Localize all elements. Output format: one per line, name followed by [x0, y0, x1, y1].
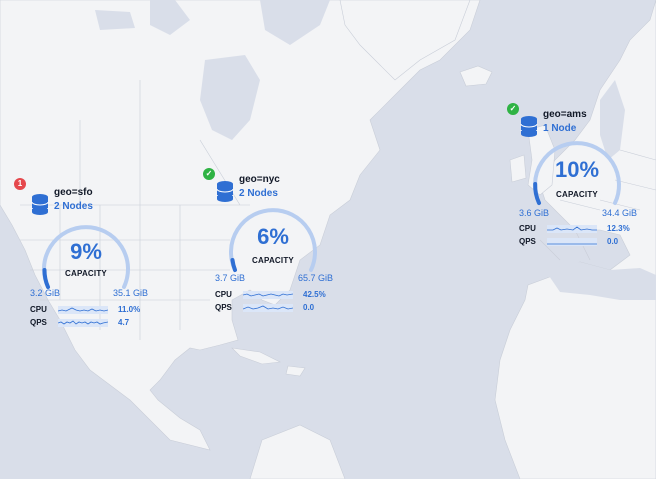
qps-value: 0.0: [607, 237, 619, 246]
cpu-value: 12.3%: [607, 224, 630, 233]
hudson-bay: [200, 55, 260, 140]
qps-sparkline: [547, 238, 597, 246]
database-icon: [31, 194, 49, 215]
region-card-nyc[interactable]: ✓ geo=nyc 2 Nodes 6% CAPACITY 3.7 GiB 65…: [203, 168, 365, 324]
capacity-gauge: [229, 208, 317, 272]
cpu-sparkline: [243, 291, 293, 299]
capacity-total: 35.1 GiB: [112, 288, 148, 298]
qps-label: QPS: [30, 318, 47, 327]
cpu-label: CPU: [30, 305, 47, 314]
landmass-cuba: [231, 347, 282, 365]
capacity-total: 65.7 GiB: [297, 273, 333, 283]
region-node-count-link[interactable]: 2 Nodes: [54, 201, 93, 212]
region-node-count-link[interactable]: 2 Nodes: [239, 188, 278, 199]
mediterranean-sea: [545, 262, 656, 300]
landmass-south-america: [249, 424, 346, 479]
region-node-count-link[interactable]: 1 Node: [543, 123, 577, 134]
landmass-hispaniola: [285, 365, 306, 377]
qps-metric-row[interactable]: QPS 4.7: [30, 318, 148, 330]
qps-value: 0.0: [303, 303, 315, 312]
database-icon: [216, 181, 234, 202]
cpu-metric-row[interactable]: CPU 11.0%: [30, 305, 148, 317]
cpu-metric-row[interactable]: CPU 42.5%: [215, 290, 333, 302]
qps-sparkline: [58, 319, 108, 327]
region-card-sfo[interactable]: 1 geo=sfo 2 Nodes 9% CAPACITY 3.2 GiB 35…: [14, 178, 180, 337]
capacity-percent: 6%: [257, 224, 289, 249]
qps-metric-row[interactable]: QPS 0.0: [519, 237, 637, 249]
qps-metric-row[interactable]: QPS 0.0: [215, 303, 333, 315]
gauge-fill: [533, 182, 541, 205]
qps-sparkline: [243, 304, 293, 312]
capacity-label: CAPACITY: [252, 256, 294, 265]
cpu-sparkline: [547, 225, 597, 233]
qps-label: QPS: [519, 237, 536, 246]
cpu-value: 11.0%: [118, 305, 141, 314]
baltic-sea: [600, 80, 625, 160]
capacity-percent: 10%: [554, 157, 600, 182]
region-name: geo=ams: [543, 109, 587, 120]
alert-badge-icon[interactable]: 1: [14, 178, 26, 190]
capacity-gauge: [533, 141, 621, 205]
capacity-used: 3.6 GiB: [519, 208, 550, 218]
landmass-greenland: [339, 0, 471, 81]
capacity-used: 3.2 GiB: [30, 288, 61, 298]
capacity-used: 3.7 GiB: [215, 273, 246, 283]
region-card-ams[interactable]: ✓ geo=ams 1 Node 10% CAPACITY 3.6 GiB 34…: [507, 103, 656, 259]
capacity-label: CAPACITY: [556, 190, 598, 199]
capacity-label: CAPACITY: [65, 269, 107, 278]
gauge-fill: [230, 258, 237, 272]
landmass-iceland: [459, 65, 493, 87]
cpu-sparkline: [58, 306, 108, 314]
region-name: geo=nyc: [239, 174, 280, 185]
gauge-track: [42, 225, 130, 289]
capacity-total: 34.4 GiB: [601, 208, 637, 218]
database-icon: [520, 116, 538, 137]
capacity-percent: 9%: [70, 239, 102, 264]
qps-label: QPS: [215, 303, 232, 312]
cpu-metric-row[interactable]: CPU 12.3%: [519, 224, 637, 236]
healthy-check-icon: ✓: [203, 168, 215, 180]
gauge-track: [533, 141, 621, 205]
qps-value: 4.7: [118, 318, 130, 327]
capacity-gauge: [42, 225, 130, 289]
arctic-channel: [95, 0, 330, 45]
gauge-track: [229, 208, 317, 272]
gauge-fill: [42, 268, 50, 289]
landmass-ireland: [509, 154, 527, 183]
region-name: geo=sfo: [54, 187, 93, 198]
cpu-value: 42.5%: [303, 290, 326, 299]
healthy-check-icon: ✓: [507, 103, 519, 115]
cpu-label: CPU: [215, 290, 232, 299]
cpu-label: CPU: [519, 224, 536, 233]
